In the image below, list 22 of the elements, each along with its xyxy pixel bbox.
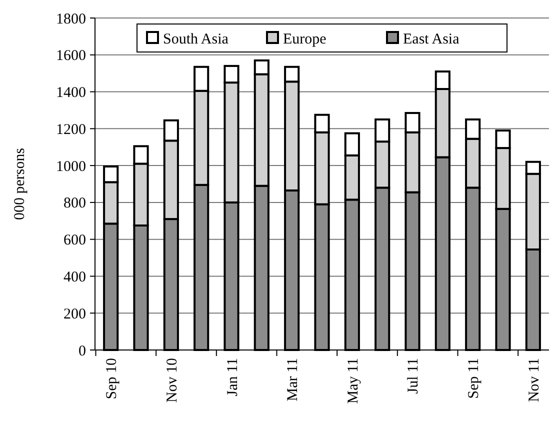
legend-label: Europe [283, 31, 327, 48]
y-tick-label: 400 [64, 269, 86, 286]
x-tick-label: Sep 11 [466, 358, 482, 399]
y-tick-label: 1600 [56, 48, 86, 64]
x-tick-label: Jul 11 [406, 358, 422, 394]
x-tick-label: Mar 11 [285, 358, 302, 402]
x-tick-label: Nov 10 [164, 358, 180, 403]
y-tick-label: 600 [64, 232, 86, 249]
x-tick-label: Sep 10 [104, 358, 120, 400]
y-tick-label: 800 [64, 196, 86, 212]
y-axis-title: 000 persons [12, 148, 28, 220]
y-tick-label: 0 [78, 343, 86, 360]
x-tick-label: Jan 11 [224, 358, 241, 396]
legend-label: South Asia [163, 31, 229, 48]
y-tick-label: 1400 [56, 85, 86, 102]
x-tick-label: Nov 11 [526, 358, 542, 402]
y-tick-label: 1800 [56, 11, 86, 28]
y-tick-label: 1200 [56, 122, 86, 138]
y-tick-label: 1000 [56, 158, 86, 175]
legend-label: East Asia [403, 31, 460, 48]
y-tick-label: 200 [64, 306, 86, 322]
x-tick-label: May 11 [345, 358, 362, 404]
